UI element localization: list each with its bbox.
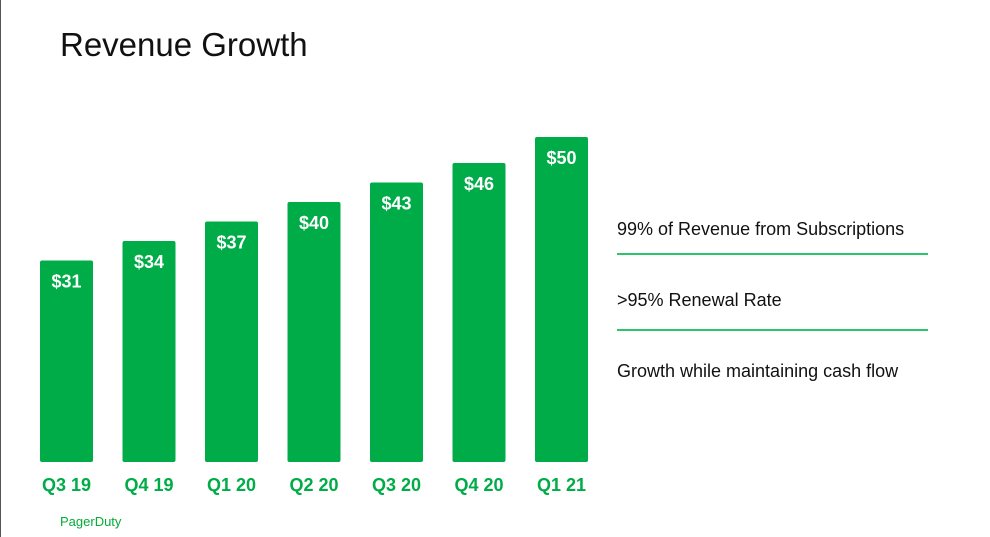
pagerduty-logo: PagerDuty <box>60 514 122 529</box>
bullet-renewal-rate: >95% Renewal Rate <box>617 290 782 310</box>
divider-1 <box>617 253 928 255</box>
category-label: Q3 20 <box>372 475 421 495</box>
bar-q2-20 <box>287 202 341 462</box>
bar-q4-20 <box>452 163 506 462</box>
bar-q4-19 <box>122 241 176 462</box>
category-label: Q1 20 <box>207 475 256 495</box>
category-label: Q4 20 <box>454 475 503 495</box>
category-label: Q3 19 <box>42 475 91 495</box>
bar-q3-19 <box>40 260 93 462</box>
slide-title: Revenue Growth <box>60 26 308 63</box>
category-label: Q4 19 <box>124 475 173 495</box>
bar-q3-20 <box>370 182 423 462</box>
bar-value-label: $37 <box>216 233 246 253</box>
bar-q1-21 <box>535 137 588 462</box>
bar-value-label: $34 <box>134 252 164 272</box>
bar-value-label: $43 <box>381 194 411 214</box>
bullet-cash-flow: Growth while maintaining cash flow <box>617 361 899 381</box>
slide-left-edge <box>0 0 1 537</box>
bar-value-label: $31 <box>51 272 81 292</box>
bar-value-label: $50 <box>546 148 576 168</box>
category-label: Q2 20 <box>289 475 338 495</box>
divider-2 <box>617 329 928 331</box>
bullet-subscriptions: 99% of Revenue from Subscriptions <box>617 219 905 239</box>
bar-value-label: $46 <box>464 174 494 194</box>
category-label: Q1 21 <box>537 475 586 495</box>
bar-q1-20 <box>205 221 258 462</box>
bar-value-label: $40 <box>299 213 329 233</box>
